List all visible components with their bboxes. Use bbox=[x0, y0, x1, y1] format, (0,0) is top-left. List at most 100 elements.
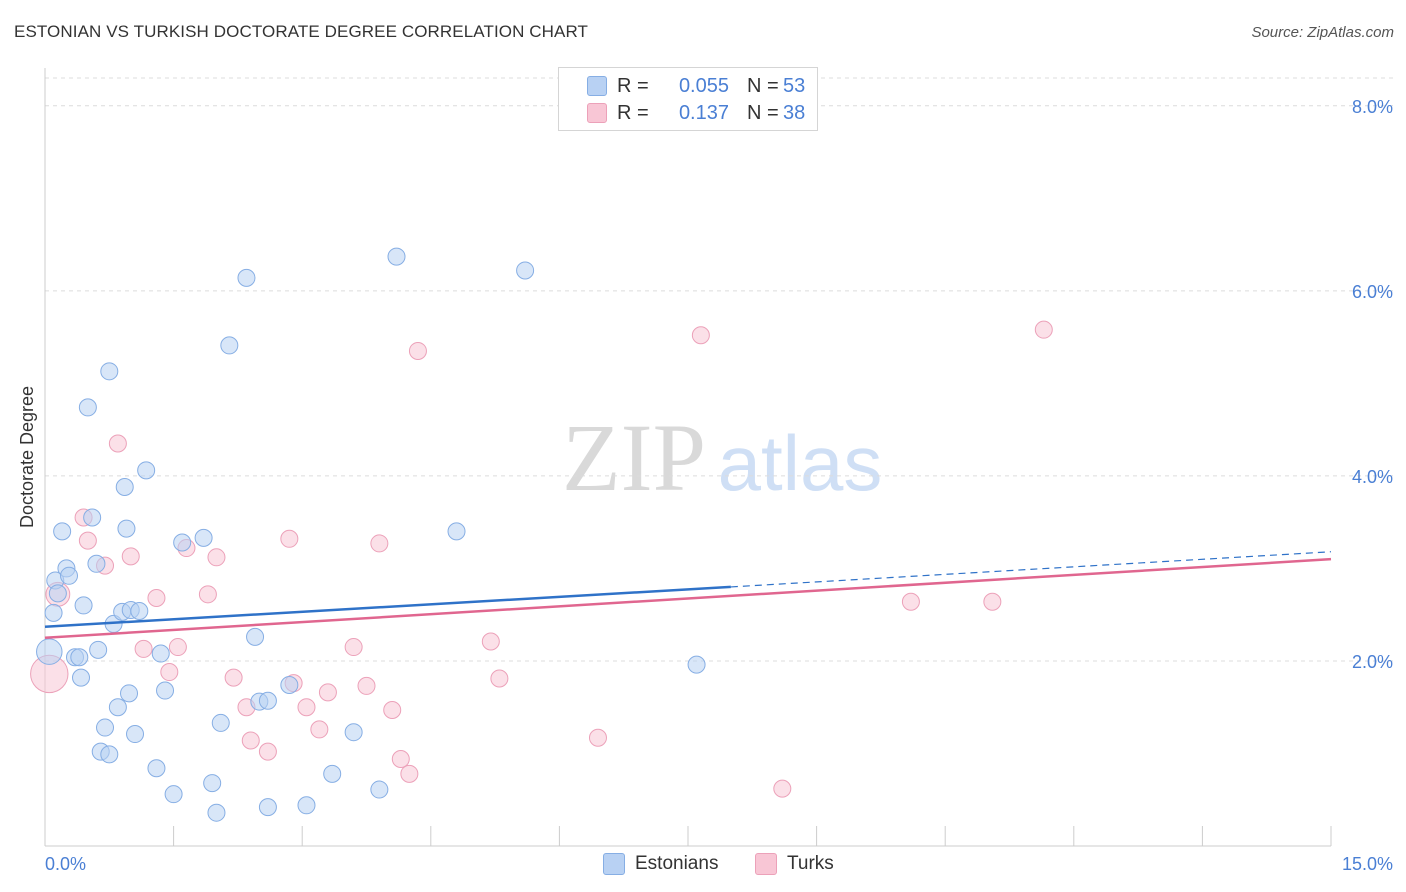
estonians-point bbox=[60, 566, 79, 585]
turks-point bbox=[241, 731, 260, 750]
series-legend-turks: Turks bbox=[755, 852, 834, 876]
turks-point bbox=[391, 750, 410, 769]
x-axis-ticks bbox=[173, 826, 1332, 846]
turks-legend-label: Turks bbox=[787, 853, 834, 874]
estonians-point bbox=[96, 718, 115, 737]
x-tick-label-min: 0.0% bbox=[45, 854, 86, 874]
legend-r-value: 0.055 bbox=[678, 74, 729, 97]
correlation-legend: R = 0.055 N = 53 R = 0.137 N = 38 bbox=[558, 67, 818, 131]
estonians-point bbox=[137, 461, 156, 480]
estonians-point bbox=[173, 533, 192, 552]
estonians-point bbox=[74, 596, 93, 615]
turks-point bbox=[1034, 320, 1053, 339]
estonians-point bbox=[220, 336, 239, 355]
estonians-point bbox=[258, 691, 277, 710]
legend-n-value: 38 bbox=[783, 101, 806, 124]
grid-lines bbox=[45, 77, 1393, 662]
estonians-point bbox=[280, 675, 299, 694]
estonians-points bbox=[36, 247, 706, 822]
estonians-point bbox=[203, 774, 222, 793]
turks-point bbox=[134, 639, 153, 658]
turks-point bbox=[207, 548, 226, 567]
turks-point bbox=[588, 728, 607, 747]
estonians-point bbox=[194, 528, 213, 547]
estonians-point bbox=[246, 627, 265, 646]
turks-point bbox=[370, 534, 389, 553]
trend-lines bbox=[44, 551, 1332, 640]
estonians-point bbox=[164, 785, 183, 804]
estonians-point bbox=[44, 603, 63, 622]
estonians-point bbox=[36, 638, 63, 665]
estonians-point bbox=[237, 268, 256, 287]
estonians-point bbox=[147, 759, 166, 778]
turks-point bbox=[224, 668, 243, 687]
turks-point bbox=[168, 638, 187, 657]
legend-r-label: R = bbox=[617, 74, 649, 97]
x-tick-label-max: 15.0% bbox=[1342, 854, 1393, 874]
source-credit: Source: ZipAtlas.com bbox=[1251, 24, 1394, 41]
turks-point bbox=[408, 341, 427, 360]
estonians-point bbox=[207, 803, 226, 822]
estonians-point bbox=[87, 554, 106, 573]
estonians-point bbox=[100, 362, 119, 381]
legend-n-label: N = bbox=[747, 74, 779, 97]
turks-point bbox=[318, 683, 337, 702]
estonians-point bbox=[258, 798, 277, 817]
estonians-legend-label: Estonians bbox=[635, 853, 719, 874]
turks-point bbox=[383, 700, 402, 719]
y-axis-label: Doctorate Degree bbox=[17, 386, 37, 528]
estonians-point bbox=[115, 477, 134, 496]
turks-point bbox=[481, 632, 500, 651]
estonians-swatch bbox=[587, 76, 607, 96]
turks-point bbox=[901, 592, 920, 611]
turks-point bbox=[344, 638, 363, 657]
turks-point bbox=[297, 698, 316, 717]
series-legend-estonians: Estonians bbox=[603, 852, 718, 876]
y-tick-labels: 2.0% 4.0% 6.0% 8.0% bbox=[1352, 97, 1393, 672]
watermark-atlas: atlas bbox=[718, 419, 883, 507]
turks-point bbox=[258, 742, 277, 761]
turks-point bbox=[280, 529, 299, 548]
estonians-point bbox=[516, 261, 535, 280]
turks-point bbox=[198, 585, 217, 604]
turks-point bbox=[108, 434, 127, 453]
turks-point bbox=[160, 663, 179, 682]
turks-point bbox=[357, 676, 376, 695]
legend-n-label: N = bbox=[747, 101, 779, 124]
turks-point bbox=[490, 669, 509, 688]
turks-point bbox=[78, 531, 97, 550]
estonians-point bbox=[447, 522, 466, 541]
legend-row-turks: R = 0.137 N = 38 bbox=[587, 101, 805, 125]
turks-point bbox=[121, 547, 140, 566]
turks-point bbox=[773, 779, 792, 798]
estonians-point bbox=[126, 725, 145, 744]
legend-r-label: R = bbox=[617, 101, 649, 124]
watermark-zip: ZIP bbox=[562, 404, 706, 511]
estonians-point bbox=[117, 519, 136, 538]
y-tick-label: 8.0% bbox=[1352, 97, 1393, 117]
estonians-point bbox=[70, 648, 89, 667]
estonians-point bbox=[100, 745, 119, 764]
estonians-point bbox=[53, 522, 72, 541]
chart-title: ESTONIAN VS TURKISH DOCTORATE DEGREE COR… bbox=[14, 22, 589, 41]
estonians-point bbox=[108, 698, 127, 717]
estonians-point bbox=[297, 796, 316, 815]
y-tick-label: 6.0% bbox=[1352, 282, 1393, 302]
legend-r-value: 0.137 bbox=[678, 101, 729, 124]
estonians-point bbox=[156, 681, 175, 700]
legend-row-estonians: R = 0.055 N = 53 bbox=[587, 74, 805, 98]
estonians-point bbox=[344, 723, 363, 742]
estonians-legend-swatch bbox=[603, 853, 625, 875]
turks-point bbox=[691, 326, 710, 345]
turks-point bbox=[983, 592, 1002, 611]
estonians-point bbox=[120, 684, 139, 703]
turks-point bbox=[310, 720, 329, 739]
estonians-point bbox=[89, 640, 108, 659]
estonians-point bbox=[72, 668, 91, 687]
turks-points bbox=[30, 320, 1053, 798]
estonians-point bbox=[370, 780, 389, 799]
estonians-point bbox=[130, 601, 149, 620]
turks-trend-line bbox=[44, 557, 1332, 640]
estonians-trend-extension bbox=[730, 551, 1332, 588]
